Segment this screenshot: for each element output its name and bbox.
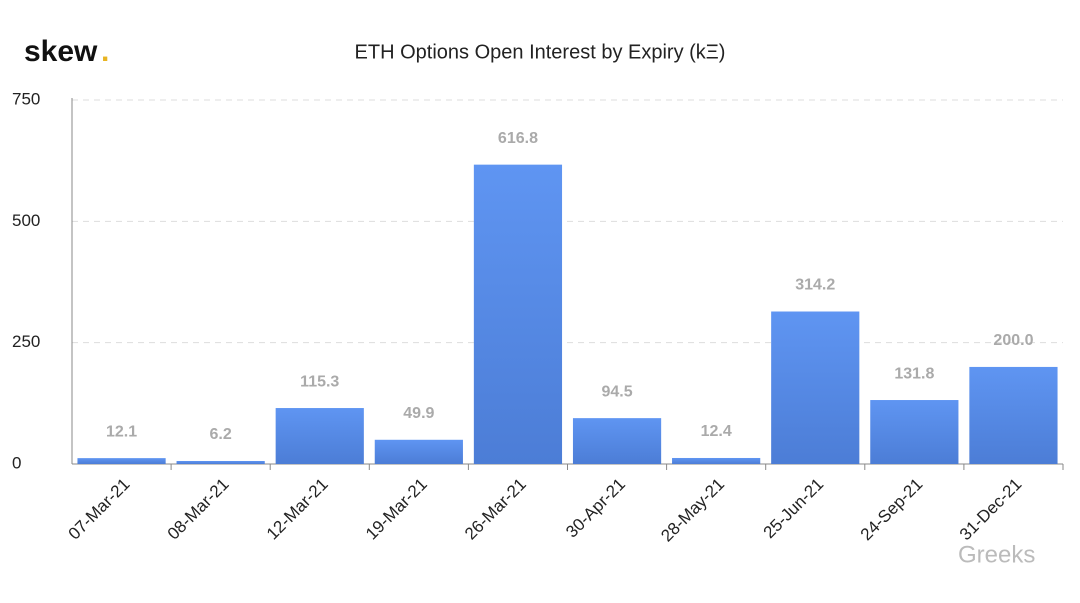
x-tick-label: 28-May-21	[657, 475, 728, 546]
data-label: 12.1	[106, 423, 137, 440]
y-tick-label: 250	[12, 332, 40, 351]
bar	[473, 164, 563, 464]
x-tick-label: 08-Mar-21	[164, 475, 233, 544]
chart-title: ETH Options Open Interest by Expiry (kΞ)	[355, 41, 726, 63]
bar	[969, 366, 1058, 464]
data-label: 616.8	[498, 130, 538, 147]
x-tick-label: 25-Jun-21	[760, 475, 828, 543]
x-tick-label: 26-Mar-21	[461, 475, 530, 544]
logo-dot: .	[101, 35, 109, 68]
bar	[572, 418, 662, 464]
data-label: 131.8	[894, 365, 934, 382]
x-tick-label: 30-Apr-21	[562, 475, 629, 542]
bar	[374, 439, 463, 464]
bar	[275, 408, 364, 464]
x-tick-label: 19-Mar-21	[362, 475, 431, 544]
bar	[176, 460, 265, 464]
y-tick-label: 0	[12, 453, 21, 472]
x-tick-label: 12-Mar-21	[263, 475, 332, 544]
data-label: 314.2	[795, 277, 835, 294]
data-label: 94.5	[601, 383, 632, 400]
bar	[771, 311, 860, 464]
logo: skew	[24, 35, 98, 68]
x-tick-label: 24-Sep-21	[857, 475, 927, 545]
data-label: 49.9	[403, 405, 434, 422]
x-tick-label: 07-Mar-21	[65, 475, 134, 544]
y-tick-label: 500	[12, 211, 40, 230]
bar	[870, 400, 959, 464]
y-tick-label: 750	[12, 89, 40, 108]
data-label: 6.2	[210, 426, 232, 443]
data-label: 200.0	[993, 332, 1033, 349]
bar	[672, 457, 761, 464]
watermark: Greeks	[958, 541, 1035, 568]
bar	[77, 458, 166, 464]
data-label: 115.3	[300, 373, 339, 390]
x-tick-label: 31-Dec-21	[956, 475, 1026, 545]
data-label: 12.4	[701, 423, 732, 440]
